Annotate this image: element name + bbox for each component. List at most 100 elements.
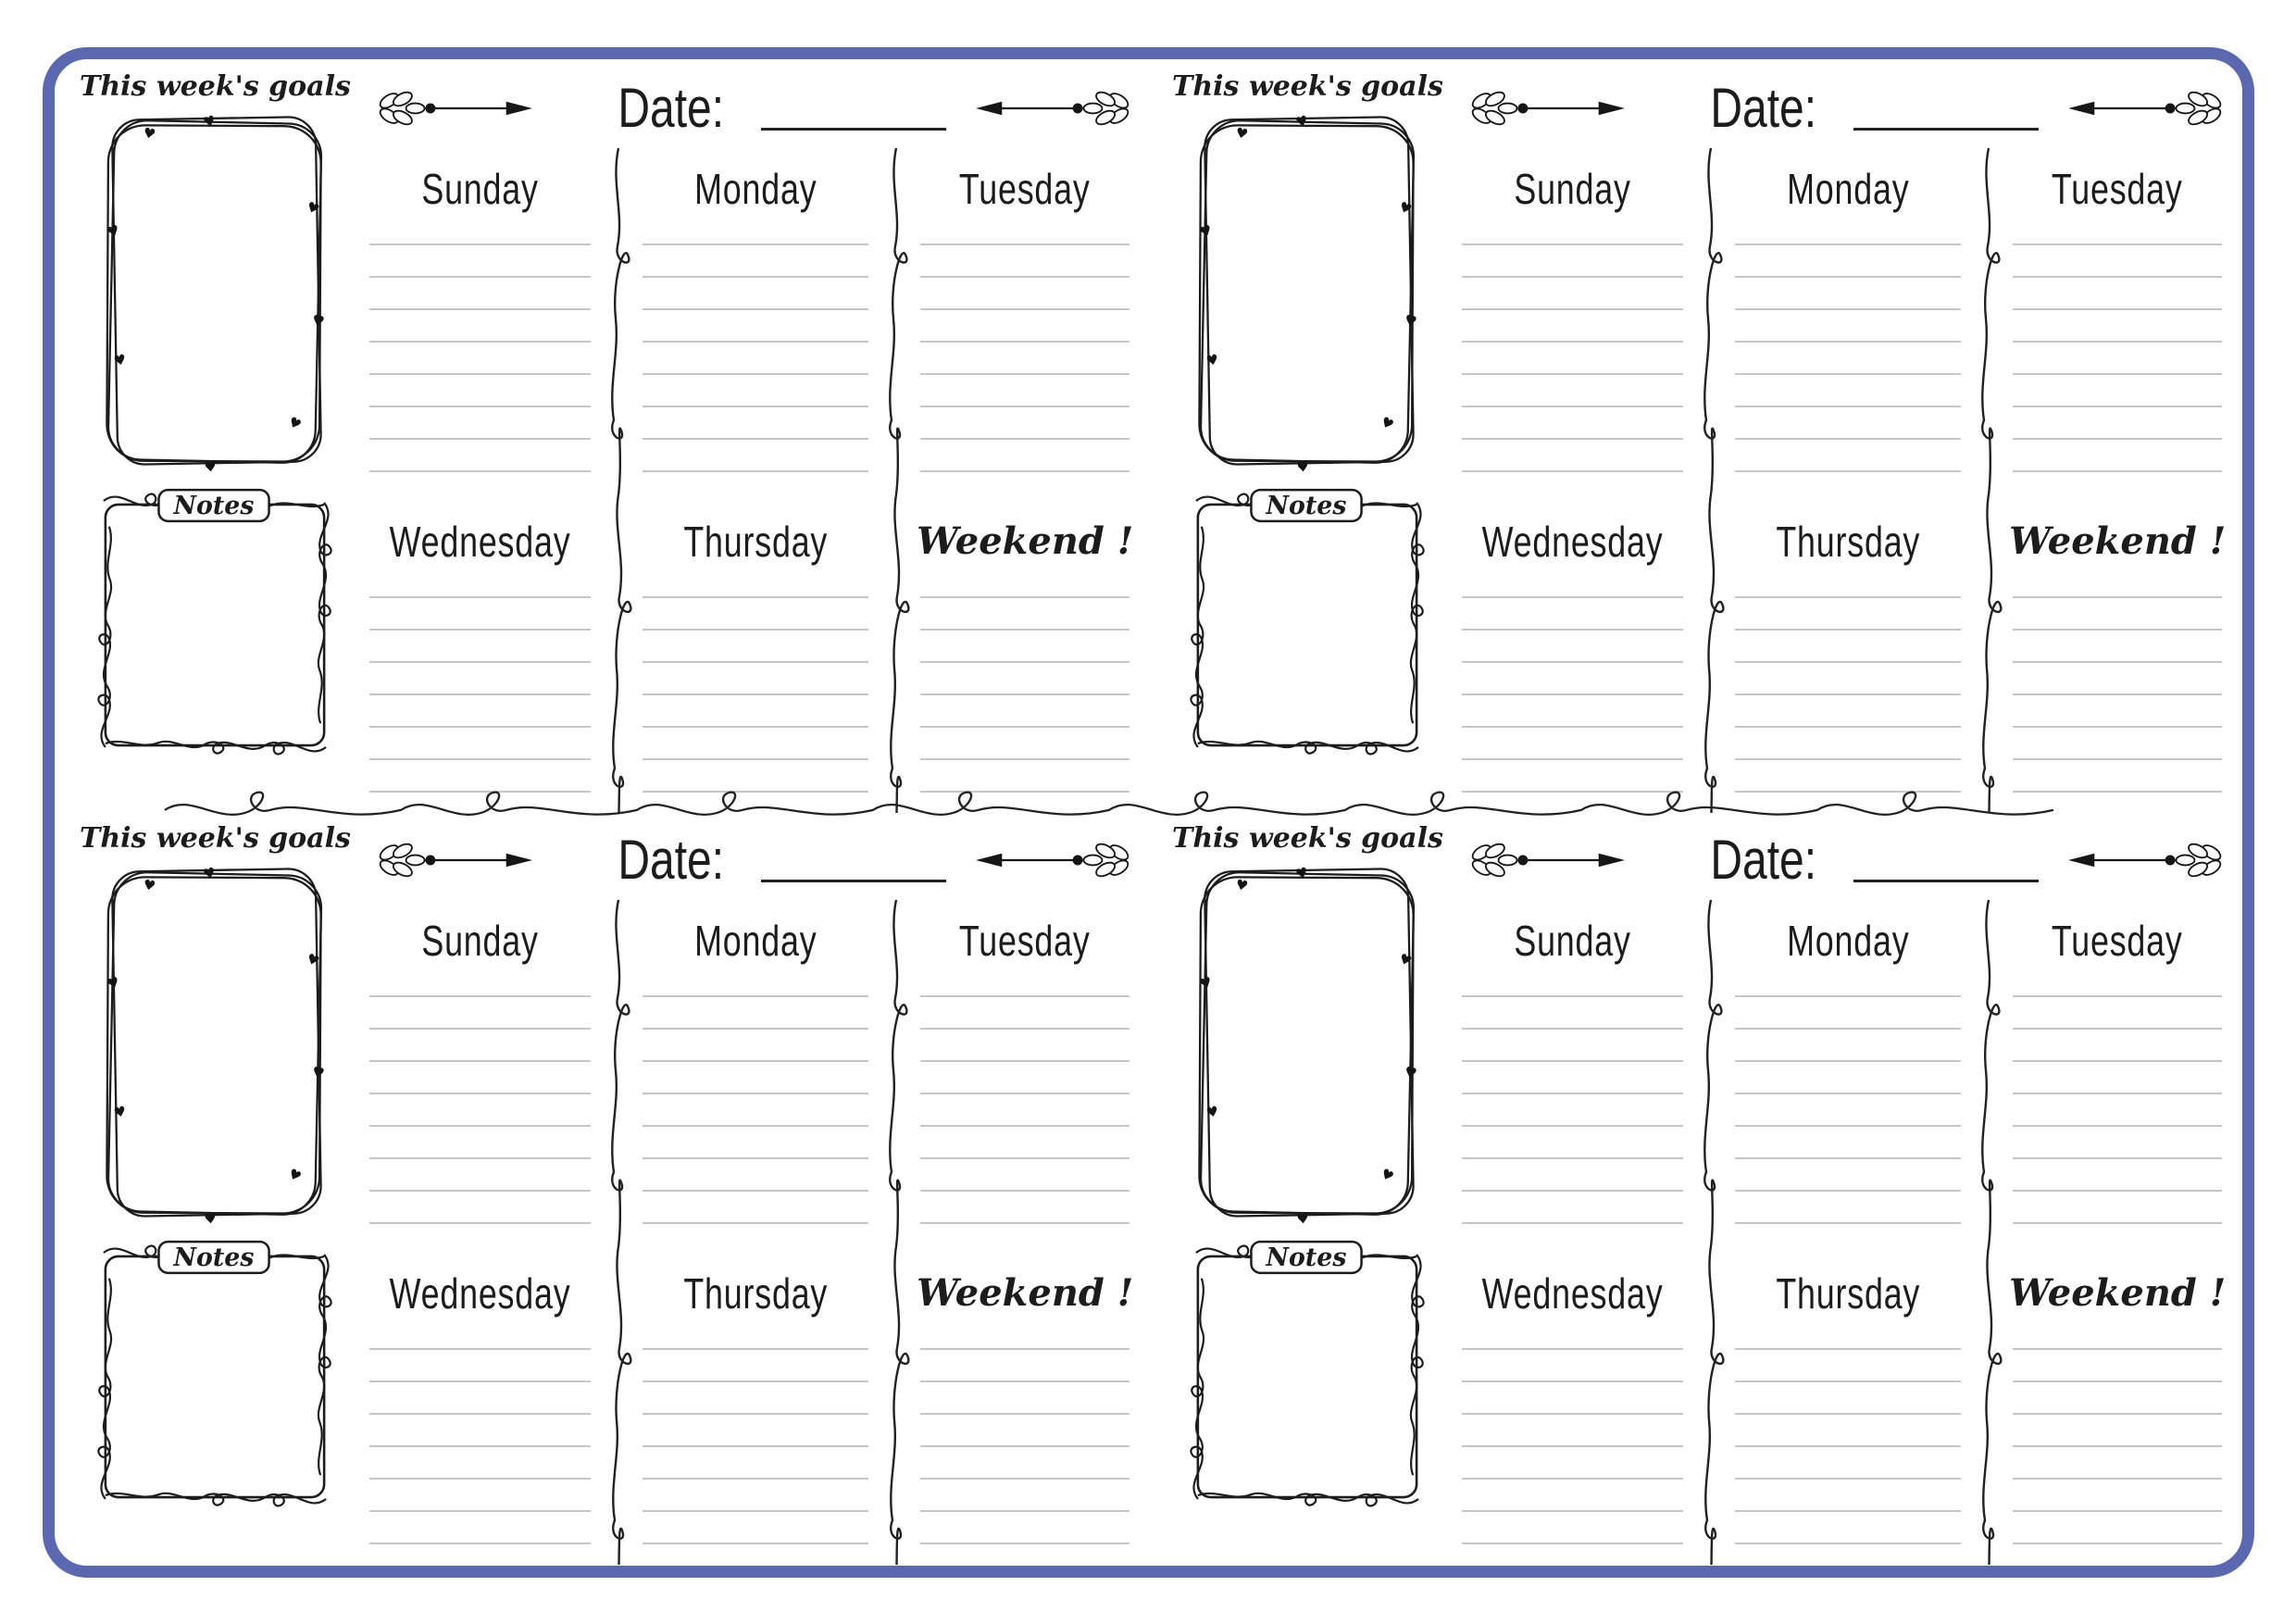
goals-doodle-frame [1196, 110, 1420, 478]
days-grid: Sunday Monday Tuesday Wednesday [364, 146, 1135, 813]
day-header-weekend: Weekend ! [2009, 519, 2227, 563]
day-block-monday: Monday [637, 898, 875, 1249]
date-fill-line [761, 849, 947, 882]
ruled-lines [642, 244, 869, 472]
day-header-sunday: Sunday [1514, 165, 1631, 213]
date-label: Date: [618, 829, 724, 891]
notes-box: Notes [1183, 1240, 1431, 1513]
goals-doodle-frame [104, 110, 328, 478]
day-block-thursday: Thursday [1729, 1249, 1967, 1565]
goals-title: This week's goals [1172, 70, 1443, 103]
day-block-wednesday: Wednesday [1456, 1249, 1689, 1565]
arrow-left-icon [975, 90, 1132, 127]
day-header-thursday: Thursday [683, 1269, 829, 1318]
ruled-lines [2013, 995, 2222, 1224]
quadrant-grid: This week's goals Notes Date: Sund [56, 61, 2240, 1565]
notes-label: Notes [1266, 1243, 1347, 1272]
day-block-weekend: Weekend ! [2007, 497, 2227, 813]
ruled-lines [920, 995, 1129, 1224]
ruled-lines [642, 596, 869, 813]
quadrant-week-area: Date: Sunday Monday T [351, 67, 1135, 813]
day-header-wednesday: Wednesday [389, 518, 571, 566]
ruled-lines [1461, 596, 1683, 813]
day-header-weekend: Weekend ! [2009, 1271, 2227, 1315]
ruled-lines [1734, 596, 1962, 813]
day-header-thursday: Thursday [1776, 1269, 1921, 1318]
goals-title: This week's goals [80, 70, 351, 103]
quadrant-top-left: This week's goals Notes Date: Sund [56, 61, 1148, 813]
day-block-weekend: Weekend ! [915, 497, 1135, 813]
ruled-lines [2013, 244, 2222, 472]
arrow-right-icon [376, 90, 533, 127]
day-block-monday: Monday [1729, 146, 1967, 497]
quadrant-week-area: Date: Sunday Monday T [351, 818, 1135, 1565]
day-header-monday: Monday [1787, 165, 1910, 213]
ruled-lines [920, 596, 1129, 813]
column-divider-squiggle [611, 146, 632, 813]
notes-label: Notes [1266, 492, 1347, 520]
day-header-thursday: Thursday [683, 518, 829, 566]
quadrant-week-area: Date: Sunday Monday T [1443, 67, 2227, 813]
day-block-sunday: Sunday [1456, 898, 1689, 1249]
date-label: Date: [1710, 829, 1816, 891]
arrow-right-icon [376, 842, 533, 879]
quadrant-sidebar: This week's goals Notes [1172, 818, 1443, 1557]
column-divider-squiggle [1703, 146, 1725, 813]
arrow-left-icon [975, 842, 1132, 879]
ruled-lines [1734, 995, 1962, 1224]
day-block-wednesday: Wednesday [1456, 497, 1689, 813]
day-header-tuesday: Tuesday [959, 917, 1092, 965]
day-header-sunday: Sunday [1514, 917, 1631, 965]
notes-label-pill [1250, 488, 1364, 523]
ruled-lines [1461, 244, 1683, 472]
notes-label: Notes [173, 492, 255, 520]
date-row: Date: [1456, 818, 2227, 898]
ruled-lines [920, 1348, 1129, 1565]
date-row: Date: [364, 67, 1135, 146]
quadrant-week-area: Date: Sunday Monday T [1443, 818, 2227, 1565]
day-block-thursday: Thursday [1729, 497, 1967, 813]
quadrant-bottom-right: This week's goals Notes Date: Sund [1148, 813, 2240, 1565]
column-divider-squiggle [1981, 146, 2003, 813]
day-block-monday: Monday [637, 146, 875, 497]
day-header-sunday: Sunday [421, 917, 539, 965]
day-header-weekend: Weekend ! [917, 1271, 1134, 1315]
quadrant-sidebar: This week's goals Notes [80, 67, 351, 806]
ruled-lines [1734, 1348, 1962, 1565]
day-block-weekend: Weekend ! [2007, 1249, 2227, 1565]
day-header-wednesday: Wednesday [1481, 1269, 1664, 1318]
day-header-thursday: Thursday [1776, 518, 1921, 566]
ruled-lines [368, 244, 591, 472]
days-grid: Sunday Monday Tuesday Wednesday [1456, 146, 2227, 813]
date-row: Date: [364, 818, 1135, 898]
column-divider-squiggle [889, 898, 911, 1565]
day-header-weekend: Weekend ! [917, 519, 1134, 563]
date-fill-line [761, 97, 947, 131]
day-block-sunday: Sunday [364, 146, 596, 497]
date-fill-line [1853, 97, 2040, 131]
arrow-left-icon [2067, 842, 2225, 879]
notes-label-pill [1250, 1240, 1364, 1275]
column-divider-squiggle [1703, 898, 1725, 1565]
day-header-monday: Monday [694, 917, 817, 965]
goals-doodle-frame [104, 862, 328, 1230]
day-block-sunday: Sunday [364, 898, 596, 1249]
day-block-tuesday: Tuesday [2007, 146, 2227, 497]
day-header-monday: Monday [694, 165, 817, 213]
day-block-thursday: Thursday [637, 497, 875, 813]
column-divider-squiggle [611, 898, 632, 1565]
ruled-lines [642, 1348, 869, 1565]
day-header-tuesday: Tuesday [2052, 917, 2184, 965]
notes-box: Notes [1183, 488, 1431, 761]
day-header-monday: Monday [1787, 917, 1910, 965]
notes-label-pill [157, 1240, 271, 1275]
date-fill-line [1853, 849, 2040, 882]
ruled-lines [2013, 1348, 2222, 1565]
ruled-lines [368, 596, 591, 813]
column-divider-squiggle [889, 146, 911, 813]
notes-box: Notes [91, 1240, 339, 1513]
quadrant-sidebar: This week's goals Notes [80, 818, 351, 1557]
day-block-weekend: Weekend ! [915, 1249, 1135, 1565]
quadrant-sidebar: This week's goals Notes [1172, 67, 1443, 806]
